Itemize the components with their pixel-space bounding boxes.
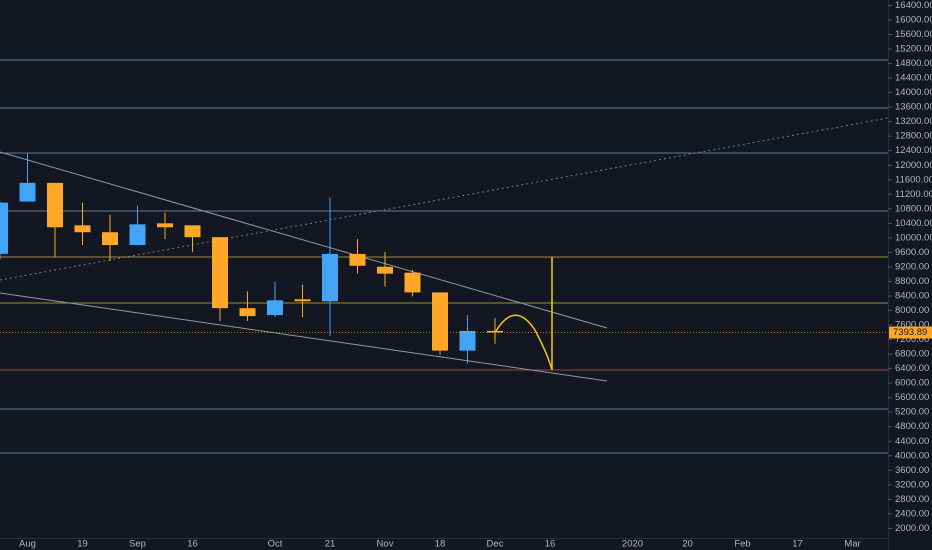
y-tick-label: 6000.00 bbox=[895, 378, 929, 389]
y-tick-label: 12000.00 bbox=[895, 160, 932, 171]
y-tick-label: 12400.00 bbox=[895, 145, 932, 156]
y-tick-label: 11600.00 bbox=[895, 174, 932, 185]
x-tick-label: 21 bbox=[325, 539, 336, 550]
y-tick-label: 10000.00 bbox=[895, 232, 932, 243]
candle-body bbox=[349, 253, 366, 266]
y-tick-label: 9600.00 bbox=[895, 247, 929, 258]
candle-body bbox=[157, 223, 173, 228]
y-tick-label: 5600.00 bbox=[895, 392, 929, 403]
candle-body bbox=[487, 330, 503, 333]
y-tick-label: 14000.00 bbox=[895, 87, 932, 98]
y-tick-label: 12800.00 bbox=[895, 131, 932, 142]
x-tick-label: Sep bbox=[129, 539, 146, 550]
y-tick-label: 4000.00 bbox=[895, 450, 929, 461]
y-tick-label: 10400.00 bbox=[895, 218, 932, 229]
drawings bbox=[0, 59, 889, 454]
candle-body bbox=[432, 292, 448, 351]
x-tick-label: 17 bbox=[792, 539, 803, 550]
y-tick-label: 16400.00 bbox=[895, 0, 932, 11]
x-tick-label: Oct bbox=[268, 539, 283, 550]
projection-path bbox=[495, 257, 553, 371]
trend-line bbox=[0, 292, 608, 382]
x-tick-label: Feb bbox=[734, 539, 750, 550]
x-tick-label: Aug bbox=[19, 539, 36, 550]
y-tick-label: 8400.00 bbox=[895, 290, 929, 301]
x-tick-label: Mar bbox=[844, 539, 860, 550]
candle-body bbox=[377, 266, 393, 274]
y-tick-label: 14800.00 bbox=[895, 58, 932, 69]
y-tick-label: 6800.00 bbox=[895, 349, 929, 360]
candle-body bbox=[294, 299, 311, 302]
candle-body bbox=[322, 253, 338, 302]
x-tick-label: 20 bbox=[682, 539, 693, 550]
x-tick-label: Dec bbox=[487, 539, 504, 550]
y-tick-label: 8000.00 bbox=[895, 305, 929, 316]
x-tick-label: 16 bbox=[545, 539, 556, 550]
y-tick-label: 3600.00 bbox=[895, 465, 929, 476]
candle-body bbox=[404, 272, 421, 293]
candle-body bbox=[239, 308, 256, 317]
x-tick-label: 16 bbox=[187, 539, 198, 550]
y-tick-label: 16000.00 bbox=[895, 14, 932, 25]
y-tick-label: 13600.00 bbox=[895, 102, 932, 113]
y-tick-label: 15200.00 bbox=[895, 44, 932, 55]
y-tick-label: 11200.00 bbox=[895, 189, 932, 200]
x-tick-label: 19 bbox=[77, 539, 88, 550]
candle-body bbox=[212, 237, 228, 309]
y-tick-label: 4400.00 bbox=[895, 436, 929, 447]
candle-body bbox=[267, 300, 283, 316]
y-tick-label: 5200.00 bbox=[895, 407, 929, 418]
price-label: 7393.89 bbox=[893, 327, 927, 338]
y-tick-label: 4800.00 bbox=[895, 421, 929, 432]
trend-line bbox=[0, 117, 889, 281]
candle-body bbox=[184, 225, 201, 238]
y-tick-label: 2400.00 bbox=[895, 508, 929, 519]
candle-body bbox=[74, 225, 91, 233]
y-tick-label: 10800.00 bbox=[895, 203, 932, 214]
candle-body bbox=[459, 330, 476, 351]
y-tick-label: 8800.00 bbox=[895, 276, 929, 287]
candle-body bbox=[0, 202, 8, 254]
x-tick-label: 2020 bbox=[622, 539, 643, 550]
y-tick-label: 7200.00 bbox=[895, 334, 929, 345]
y-tick-label: 2800.00 bbox=[895, 494, 929, 505]
candle-body bbox=[102, 232, 118, 246]
y-tick-label: 13200.00 bbox=[895, 116, 932, 127]
y-tick-label: 3200.00 bbox=[895, 479, 929, 490]
y-tick-label: 7600.00 bbox=[895, 320, 929, 331]
y-tick-label: 14400.00 bbox=[895, 73, 932, 84]
candle-body bbox=[129, 224, 146, 246]
y-tick-label: 6400.00 bbox=[895, 363, 929, 374]
y-tick-label: 2000.00 bbox=[895, 523, 929, 534]
trend-line bbox=[0, 151, 608, 329]
candle-body bbox=[47, 182, 63, 228]
y-tick-label: 9200.00 bbox=[895, 261, 929, 272]
x-tick-label: Nov bbox=[377, 539, 394, 550]
candle-body bbox=[19, 182, 36, 202]
price-label-box bbox=[889, 326, 932, 339]
x-tick-label: 18 bbox=[435, 539, 446, 550]
y-tick-label: 15600.00 bbox=[895, 29, 932, 40]
